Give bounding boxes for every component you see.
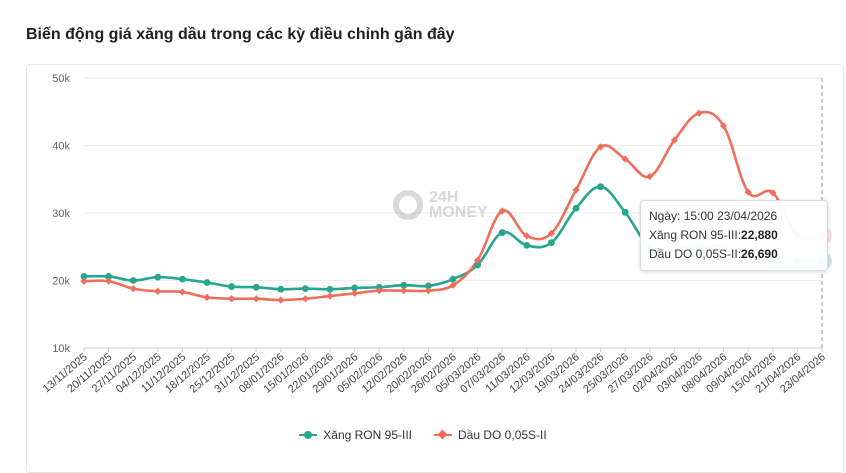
legend-item-dau[interactable]: Dầu DO 0,05S-II — [434, 428, 547, 442]
y-tick-label: 20k — [52, 276, 70, 288]
data-point-diamond[interactable] — [178, 288, 186, 296]
data-point-diamond[interactable] — [498, 207, 506, 215]
data-point-diamond[interactable] — [252, 295, 260, 303]
data-point-circle[interactable] — [326, 285, 334, 293]
chart-title: Biến động giá xăng dầu trong các kỳ điều… — [26, 26, 455, 43]
watermark-icon — [393, 190, 423, 220]
data-point-diamond[interactable] — [547, 229, 555, 237]
data-point-circle[interactable] — [252, 283, 260, 291]
data-point-diamond[interactable] — [277, 296, 285, 304]
data-point-circle[interactable] — [548, 239, 555, 247]
data-point-diamond[interactable] — [228, 295, 236, 303]
legend-swatch-dau — [434, 429, 452, 440]
data-point-diamond[interactable] — [154, 287, 162, 295]
y-tick-label: 40k — [52, 141, 70, 153]
data-point-circle[interactable] — [351, 284, 358, 292]
data-point-circle[interactable] — [203, 279, 211, 286]
data-point-circle[interactable] — [80, 273, 88, 280]
legend-label-xang: Xăng RON 95-III — [323, 428, 412, 442]
data-point-circle[interactable] — [572, 204, 580, 212]
data-point-circle[interactable] — [154, 273, 162, 281]
data-point-circle[interactable] — [498, 229, 506, 236]
data-point-circle[interactable] — [449, 275, 457, 283]
y-tick-label: 30k — [52, 208, 70, 220]
chart-legend: Xăng RON 95-III Dầu DO 0,05S-II — [0, 428, 846, 442]
y-tick-label: 50k — [52, 73, 70, 85]
data-point-circle[interactable] — [277, 285, 285, 293]
data-point-circle[interactable] — [129, 277, 137, 284]
data-point-diamond[interactable] — [326, 292, 334, 300]
tooltip-line2-value: 26,690 — [741, 247, 778, 261]
tooltip-date-value: 15:00 23/04/2026 — [683, 209, 778, 223]
data-point-diamond[interactable] — [129, 284, 137, 293]
legend-label-dau: Dầu DO 0,05S-II — [458, 428, 547, 442]
data-point-circle[interactable] — [621, 208, 629, 216]
tooltip-line1-label: Xăng RON 95-III: — [649, 228, 742, 242]
data-point-diamond[interactable] — [670, 136, 678, 144]
y-tick-label: 10k — [52, 343, 70, 355]
tooltip-line1-value: 22,880 — [741, 228, 778, 242]
data-point-diamond[interactable] — [424, 287, 432, 295]
data-point-circle[interactable] — [474, 261, 481, 269]
watermark-line2: MONEY — [429, 204, 488, 221]
data-point-diamond[interactable] — [203, 293, 211, 301]
data-point-circle[interactable] — [597, 183, 604, 191]
data-point-diamond[interactable] — [400, 287, 408, 295]
watermark-logo: 24H MONEY — [393, 189, 488, 221]
data-point-diamond[interactable] — [351, 289, 359, 297]
data-point-circle[interactable] — [302, 285, 309, 292]
watermark-line1: 24H — [429, 189, 459, 206]
data-point-circle[interactable] — [228, 283, 236, 290]
data-point-circle[interactable] — [179, 275, 186, 283]
chart-tooltip: Ngày: 15:00 23/04/2026 Xăng RON 95-III:2… — [640, 200, 828, 271]
legend-item-xang[interactable]: Xăng RON 95-III — [299, 428, 412, 442]
tooltip-date-label: Ngày: — [649, 209, 681, 223]
data-point-diamond[interactable] — [301, 295, 309, 303]
data-point-circle[interactable] — [523, 242, 531, 249]
data-point-circle[interactable] — [425, 282, 432, 290]
data-point-circle[interactable] — [105, 273, 112, 280]
tooltip-line2-label: Dầu DO 0,05S-II: — [649, 247, 742, 261]
legend-swatch-xang — [299, 430, 318, 440]
data-point-circle[interactable] — [400, 281, 408, 289]
